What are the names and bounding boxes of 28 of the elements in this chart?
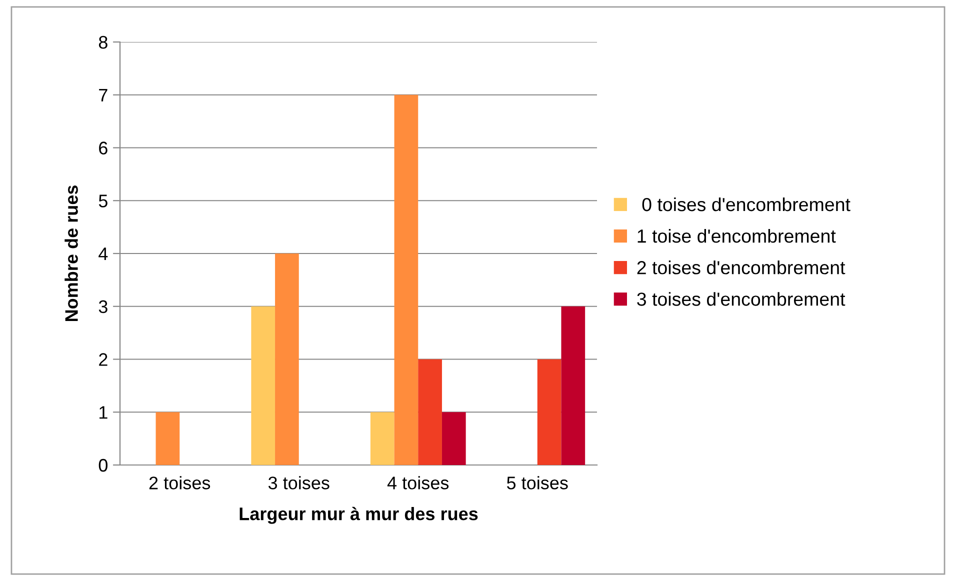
- bar: [275, 254, 299, 465]
- legend-label: 2 toises d'encombrement: [637, 260, 846, 274]
- bar: [394, 94, 418, 465]
- y-tick-label: 2: [99, 353, 108, 366]
- y-tick-label: 6: [99, 142, 108, 154]
- legend-label: 1 toise d'encombrement: [638, 228, 836, 243]
- y-tick-label: 1: [100, 406, 108, 419]
- y-tick-label: 3: [98, 300, 108, 314]
- y-tick-label: 0: [98, 458, 108, 472]
- bar: [442, 412, 466, 465]
- y-tick-label: 4: [98, 248, 108, 260]
- legend-label: 3 toises d'encombrement: [637, 292, 846, 306]
- y-tick-label: 5: [98, 194, 108, 208]
- x-tick-label: 3 toises: [268, 476, 330, 490]
- bar: [537, 359, 562, 465]
- bar: [370, 412, 394, 465]
- x-tick-label: 5 toises: [506, 476, 568, 490]
- bar: [418, 359, 442, 465]
- legend-label: 0 toises d'encombrement: [642, 197, 850, 212]
- bar: [156, 412, 180, 465]
- y-tick-label: 7: [99, 88, 108, 102]
- bar: [561, 306, 586, 465]
- bar: [251, 306, 276, 465]
- y-axis-title: Nombre de rues: [64, 186, 78, 322]
- x-tick-label: 4 toises: [387, 476, 449, 490]
- x-tick-label: 2 toises: [149, 476, 210, 490]
- y-tick-label: 8: [98, 36, 108, 49]
- x-axis-title: Largeur mur à mur des rues: [240, 506, 478, 524]
